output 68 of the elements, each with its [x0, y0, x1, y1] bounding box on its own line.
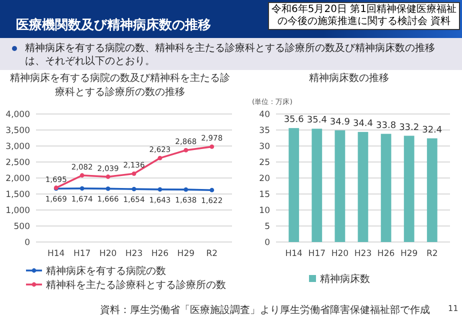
bar — [380, 134, 392, 242]
text: 資料：厚生労働省「医療施設調査」より厚生労働省障害保健福祉部で作成 — [100, 304, 430, 317]
data-label: 34.9 — [330, 117, 350, 128]
y-tick-label: 1,500 — [6, 190, 30, 200]
y-tick-label: 40 — [259, 110, 270, 120]
legend-label: 精神病床を有する病院の数 — [46, 265, 166, 277]
x-tick-label: H20 — [331, 249, 349, 259]
bar — [358, 132, 368, 242]
x-tick-label: H23 — [125, 249, 143, 259]
point — [80, 173, 84, 178]
point — [158, 187, 162, 192]
point — [210, 188, 214, 192]
point — [106, 186, 110, 191]
text: 令和6年5月20日 第1回精神保健医療福祉の今後の施策推進に関する検討会 資料 — [268, 2, 460, 30]
y-tick-label: 30 — [259, 142, 270, 152]
y-tick-label: 500 — [14, 222, 30, 232]
x-tick-label: H17 — [308, 249, 326, 259]
data-label: 35.6 — [284, 115, 304, 126]
y-tick-label: 10 — [259, 206, 270, 216]
data-label: 32.4 — [422, 125, 442, 136]
y-tick-label: 25 — [259, 158, 270, 168]
text: 11 — [448, 304, 458, 313]
legend-label: 精神科を主たる診療科とする診療所の数 — [46, 279, 226, 291]
bar — [426, 138, 438, 242]
y-tick-label: 20 — [259, 174, 270, 184]
point — [132, 171, 136, 176]
y-tick-label: 0 — [264, 238, 270, 248]
legend-label: 精神病床数 — [320, 273, 370, 285]
y-tick-label: 2,000 — [6, 174, 30, 184]
x-tick-label: H20 — [99, 249, 117, 259]
y-tick-label: 15 — [259, 190, 270, 200]
y-tick-label: 2,500 — [6, 158, 30, 168]
data-label: 33.8 — [376, 120, 396, 131]
data-label: 35.4 — [306, 116, 328, 126]
bar — [312, 128, 322, 242]
y-tick-label: 4,000 — [6, 110, 30, 120]
x-tick-label: H23 — [354, 249, 372, 259]
point — [184, 187, 188, 192]
x-tick-label: R2 — [426, 249, 438, 259]
x-tick-label: H14 — [285, 249, 302, 259]
y-tick-label: 1,000 — [6, 206, 30, 216]
bar — [334, 130, 346, 242]
bar — [288, 128, 300, 242]
x-tick-label: H17 — [73, 249, 91, 259]
point — [184, 148, 188, 152]
point — [158, 156, 162, 160]
x-tick-label: H29 — [400, 249, 418, 259]
x-tick-label: H26 — [151, 249, 169, 259]
point — [80, 186, 84, 191]
y-tick-label: 0 — [24, 238, 30, 248]
y-tick-label: 3,500 — [6, 126, 30, 136]
y-tick-label: 35 — [259, 126, 270, 136]
data-label: 33.2 — [399, 122, 420, 133]
point — [210, 144, 214, 149]
x-tick-label: H26 — [377, 249, 395, 259]
x-tick-label: H29 — [177, 249, 195, 259]
x-tick-label: H14 — [48, 249, 65, 259]
point — [106, 174, 110, 179]
point — [132, 186, 136, 192]
text: 医療機関数及び精神病床数の推移 — [16, 16, 211, 34]
chart-title: 精神病床を有する病院の数及び精神科を主たる診療科とする診療所の数の推移 — [9, 72, 231, 100]
x-tick-label: R2 — [206, 249, 218, 259]
y-tick-label: 5 — [264, 222, 270, 232]
data-label: 34.4 — [352, 118, 374, 129]
y-tick-label: 3,000 — [6, 142, 30, 152]
bar — [404, 136, 414, 242]
chart-title: 精神病床数の推移 — [308, 72, 390, 86]
text: 精神病床を有する病院の数、精神科を主たる診療科とする診療所の数及び精神病床数の推移は、それぞれ以下のとおり。 — [25, 42, 436, 68]
